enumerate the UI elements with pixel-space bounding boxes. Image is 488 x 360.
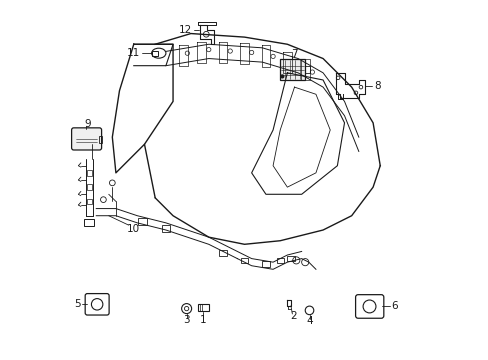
Text: 5: 5 — [74, 299, 81, 309]
Text: 1: 1 — [200, 315, 206, 325]
Text: 8: 8 — [373, 81, 380, 91]
Text: 6: 6 — [390, 301, 397, 311]
Bar — [86, 170, 91, 176]
Text: 10: 10 — [126, 224, 139, 234]
Bar — [162, 225, 170, 232]
Bar — [86, 199, 91, 204]
Bar — [262, 261, 269, 267]
FancyBboxPatch shape — [71, 128, 102, 150]
Bar — [276, 257, 283, 263]
Bar — [99, 136, 102, 143]
Bar — [138, 217, 147, 225]
Text: 4: 4 — [305, 316, 312, 326]
Bar — [241, 257, 247, 263]
Text: 3: 3 — [183, 315, 189, 325]
Bar — [305, 66, 309, 73]
Bar — [219, 250, 226, 256]
Text: 2: 2 — [289, 311, 296, 321]
Bar — [86, 184, 91, 190]
Text: 11: 11 — [127, 48, 140, 58]
Bar — [83, 219, 94, 226]
Circle shape — [281, 75, 283, 78]
Text: 12: 12 — [178, 25, 191, 35]
Bar — [279, 59, 305, 80]
Text: 9: 9 — [84, 118, 91, 129]
Text: 7: 7 — [290, 49, 297, 59]
Bar — [198, 304, 208, 311]
Bar — [287, 256, 294, 261]
Bar — [151, 51, 158, 56]
